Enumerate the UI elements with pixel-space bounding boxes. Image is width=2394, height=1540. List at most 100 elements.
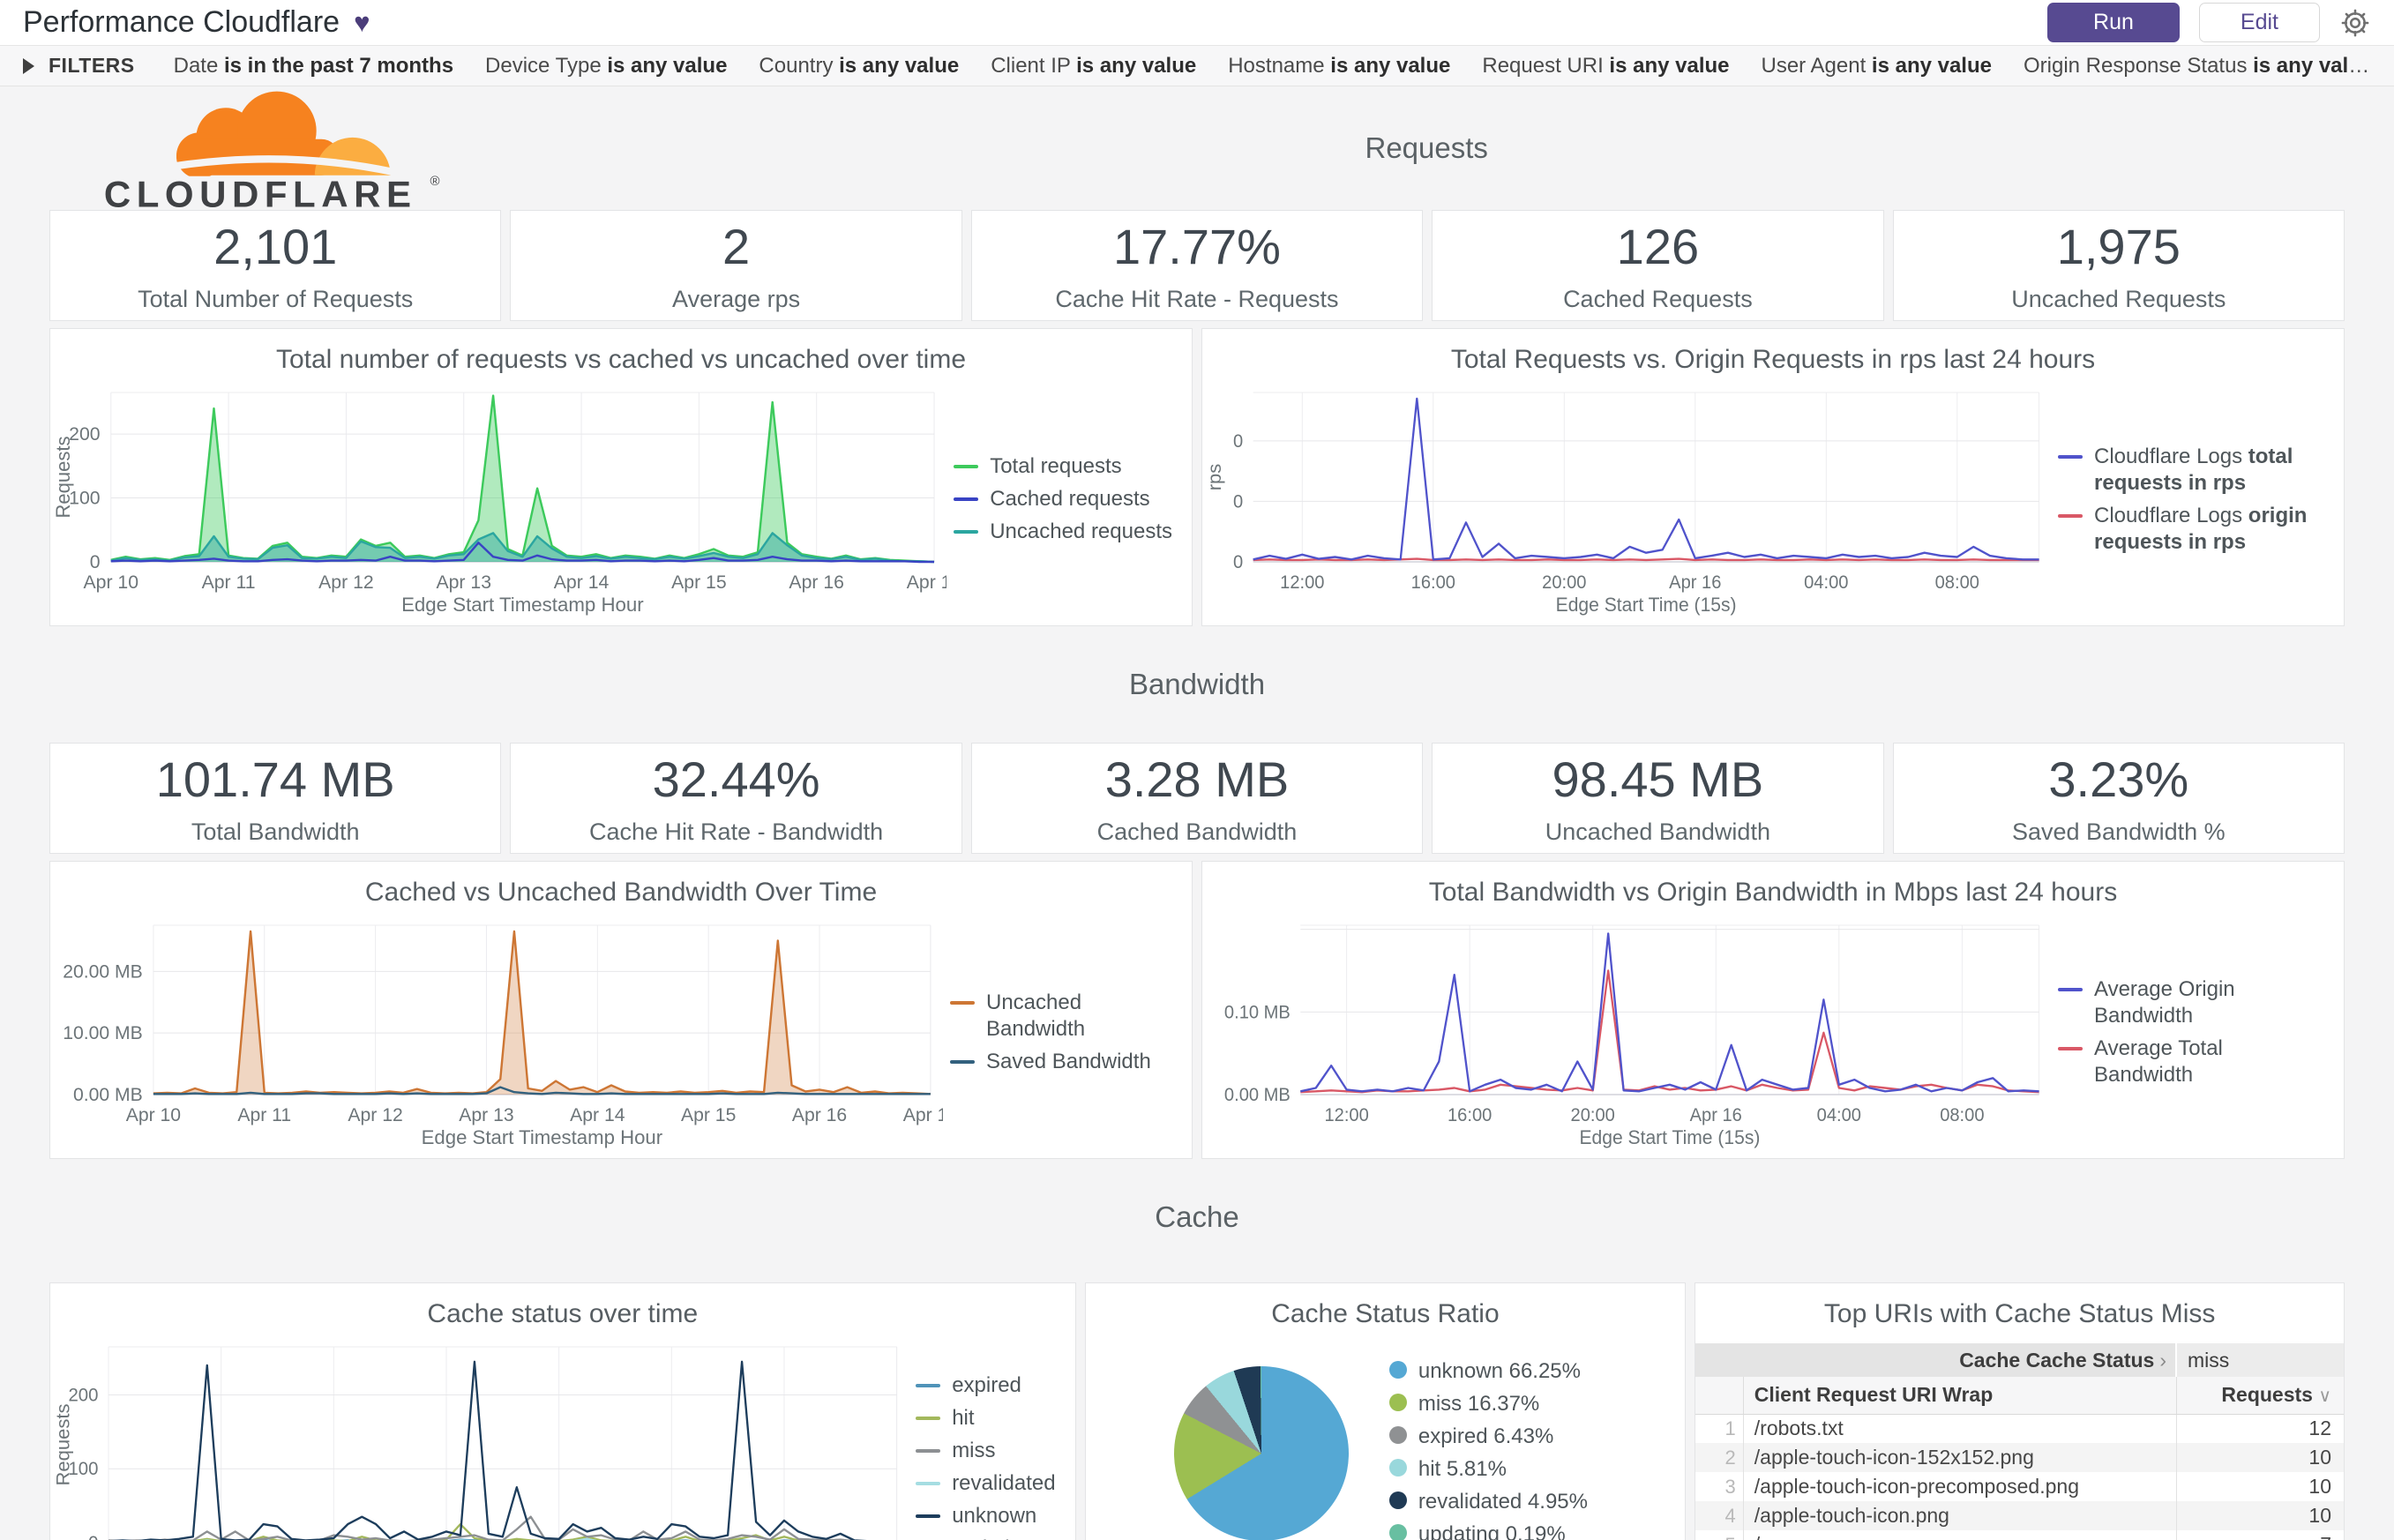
legend-item[interactable]: Total requests	[954, 453, 1172, 480]
filter-item[interactable]: Origin Response Status is any value	[2023, 53, 2371, 78]
pivot-header[interactable]: Cache Cache Status ›	[1695, 1343, 2176, 1377]
legend-item[interactable]: expired	[916, 1372, 1055, 1399]
svg-text:Apr 14: Apr 14	[554, 572, 610, 593]
legend-label: Cached requests	[990, 487, 1150, 511]
requests-cell[interactable]: 12	[2175, 1414, 2344, 1443]
gear-icon[interactable]	[2339, 7, 2371, 39]
kpi-value[interactable]: 98.45 MB	[1552, 751, 1764, 807]
section-heading-bandwidth: Bandwidth	[1128, 668, 1266, 700]
table-row: 4/apple-touch-icon.png 10	[1695, 1501, 2344, 1530]
filter-item[interactable]: Client IP is any value	[991, 53, 1197, 78]
uri-cell[interactable]: /	[1743, 1530, 2176, 1540]
legend-swatch	[916, 1383, 941, 1387]
svg-text:Apr 17: Apr 17	[903, 1105, 943, 1125]
rps-24h-chart[interactable]: 12:00 16:00 20:00 Apr 16 04:00 08:00 0 0 0 rps Edg…	[1206, 380, 2051, 618]
legend-item[interactable]: miss 16.37%	[1388, 1391, 1588, 1417]
svg-text:0: 0	[1233, 430, 1243, 451]
kpi-value[interactable]: 17.77%	[1113, 219, 1281, 274]
cache-status-pie[interactable]	[1173, 1365, 1349, 1540]
kpi-value[interactable]: 2,101	[213, 219, 338, 274]
svg-text:0: 0	[1233, 552, 1243, 572]
legend-label: expired	[952, 1372, 1021, 1397]
svg-text:08:00: 08:00	[1935, 572, 1979, 593]
column-header-requests[interactable]: Requests ∨	[2175, 1377, 2344, 1415]
uri-cell[interactable]: /apple-touch-icon-152x152.png	[1743, 1443, 2176, 1472]
uri-cell[interactable]: /robots.txt	[1754, 1417, 1844, 1440]
legend-item[interactable]: hit	[916, 1405, 1055, 1432]
requests-cell[interactable]: 10	[2175, 1472, 2344, 1501]
requests-over-time-chart[interactable]: Apr 10 Apr 11 Apr 12 Apr 13 Apr 14 Apr 15 Apr …	[54, 380, 946, 618]
top-bar: Performance Cloudflare ♥ Run Edit	[0, 0, 2394, 46]
kpi-tile: 2,101 Total Number of Requests	[49, 210, 502, 321]
column-header-uri[interactable]: Client Request URI Wrap	[1743, 1377, 2176, 1415]
legend-swatch	[2058, 987, 2083, 991]
legend-item[interactable]: Cloudflare Logs total requests in rps	[2058, 444, 2324, 497]
legend-item[interactable]: revalidated	[916, 1470, 1056, 1497]
kpi-value[interactable]: 3.28 MB	[1104, 751, 1290, 807]
pivot-value[interactable]: miss	[2175, 1343, 2344, 1377]
requests-cell[interactable]: 7	[2175, 1530, 2344, 1540]
svg-text:0: 0	[1233, 491, 1243, 512]
filters-expander-icon[interactable]	[23, 57, 34, 74]
requests-cell[interactable]: 10	[2175, 1443, 2344, 1472]
filter-item[interactable]: Request URI is any value	[1482, 53, 1730, 78]
filter-item[interactable]: User Agent is any value	[1761, 53, 1992, 78]
kpi-label: Cached Requests	[1563, 286, 1753, 312]
legend-label: miss	[952, 1438, 996, 1462]
requests-cell[interactable]: 10	[2175, 1501, 2344, 1530]
legend-item[interactable]: updating	[916, 1536, 1055, 1540]
filter-item[interactable]: Date is in the past 7 months	[173, 53, 454, 78]
svg-text:®: ®	[430, 174, 439, 189]
legend-item[interactable]: updating 0.19%	[1388, 1521, 1588, 1540]
legend-item[interactable]: unknown 66.25%	[1388, 1358, 1588, 1385]
filter-item[interactable]: Device Type is any value	[485, 53, 728, 78]
filters-bar: FILTERS Date is in the past 7 months Devi…	[0, 46, 2394, 86]
svg-text:Apr 11: Apr 11	[202, 572, 256, 593]
table-row: 2/apple-touch-icon-152x152.png 10	[1695, 1443, 2344, 1472]
chart-title: Total Requests vs. Origin Requests in rp…	[1450, 345, 2096, 374]
run-button[interactable]: Run	[2047, 3, 2180, 42]
legend-item[interactable]: unknown	[916, 1503, 1055, 1529]
filter-item[interactable]: Country is any value	[759, 53, 960, 78]
svg-text:08:00: 08:00	[1940, 1105, 1984, 1125]
row-number: 1	[1695, 1414, 1744, 1443]
svg-text:200: 200	[69, 424, 100, 445]
section-heading-cache: Cache	[1155, 1200, 1239, 1233]
legend-item[interactable]: Cloudflare Logs origin requests in rps	[2058, 503, 2324, 556]
legend-item[interactable]: expired 6.43%	[1388, 1424, 1588, 1450]
legend-swatch	[2058, 513, 2083, 518]
legend-label: revalidated 4.95%	[1418, 1490, 1588, 1514]
uri-cell[interactable]: /apple-touch-icon.png	[1743, 1501, 2176, 1530]
legend-item[interactable]: Average Total Bandwidth	[2058, 1035, 2324, 1088]
kpi-value[interactable]: 32.44%	[652, 751, 820, 807]
bandwidth-over-time-chart[interactable]: Apr 10 Apr 11 Apr 12 Apr 13 Apr 14 Apr 15 Apr …	[54, 913, 943, 1151]
legend-item[interactable]: revalidated 4.95%	[1388, 1489, 1588, 1515]
svg-text:Apr 16: Apr 16	[792, 1105, 847, 1125]
legend-item[interactable]: Cached requests	[954, 486, 1172, 512]
kpi-value[interactable]: 101.74 MB	[155, 751, 395, 807]
kpi-value[interactable]: 1,975	[2056, 219, 2181, 274]
legend-item[interactable]: miss	[916, 1438, 1055, 1464]
svg-text:Apr 13: Apr 13	[459, 1105, 513, 1125]
svg-text:Apr 16: Apr 16	[1690, 1105, 1742, 1125]
legend-label: updating 0.19%	[1418, 1522, 1566, 1540]
legend-item[interactable]: Average Origin Bandwidth	[2058, 976, 2324, 1029]
filter-item[interactable]: Hostname is any value	[1228, 53, 1451, 78]
edit-button[interactable]: Edit	[2198, 3, 2320, 42]
legend-swatch	[916, 1514, 941, 1518]
uri-cell[interactable]: /apple-touch-icon-precomposed.png	[1754, 1475, 2079, 1498]
bandwidth-24h-chart[interactable]: 12:00 16:00 20:00 Apr 16 04:00 08:00 0.10 MB 0.…	[1206, 913, 2051, 1151]
legend-item[interactable]: Uncached Bandwidth	[950, 990, 1172, 1043]
kpi-label: Average rps	[672, 286, 801, 312]
legend-item[interactable]: hit 5.81%	[1388, 1456, 1588, 1483]
legend-item[interactable]: Saved Bandwidth	[950, 1049, 1172, 1075]
svg-text:Edge Start Time (15s): Edge Start Time (15s)	[1556, 594, 1737, 617]
legend-item[interactable]: Uncached requests	[954, 519, 1172, 545]
kpi-value[interactable]: 126	[1616, 219, 1700, 274]
section-heading-requests: Requests	[1365, 131, 1488, 164]
svg-text:12:00: 12:00	[1280, 572, 1324, 593]
legend-swatch	[1388, 1491, 1407, 1509]
kpi-value[interactable]: 3.23%	[2048, 751, 2189, 807]
kpi-value[interactable]: 2	[722, 219, 751, 274]
